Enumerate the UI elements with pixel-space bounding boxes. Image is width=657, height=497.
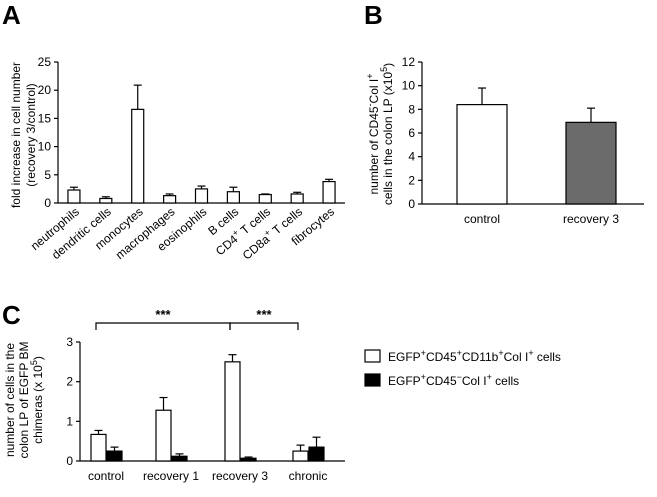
- panel-b-plot: 0 2 4 6 8 10 12 control recovery 3: [402, 55, 644, 226]
- panel-c-bar-recovery-3-series-1: [224, 361, 241, 462]
- panel-a-ytick-label-25: 25: [38, 55, 52, 69]
- panel-a-ytick-label-0: 0: [44, 196, 51, 210]
- panel-c-bar-recovery-3-series-2: [240, 457, 257, 462]
- panel-b-letter: B: [364, 0, 383, 30]
- legend-swatch-series-2: [364, 373, 381, 387]
- panel-c-category-chronic: chronic: [289, 469, 328, 483]
- panel-b: B number of CD45-Col I+ cells in the col…: [364, 0, 644, 226]
- panel-a-letter: A: [2, 0, 21, 30]
- panel-c-ytick-label-1: 1: [66, 414, 73, 428]
- panel-a-ytick-label-20: 20: [38, 83, 52, 97]
- panel-a-ytick-label-5: 5: [44, 168, 51, 182]
- panel-a-bar-monocytes: [131, 108, 145, 204]
- panel-a-bar-cd8a-t-cells: [290, 193, 304, 204]
- panel-c-significance-1-bracket: [95, 322, 231, 330]
- panel-a-ylabel-line2: (recovery 3/control): [24, 83, 38, 186]
- panel-a: A fold increase in cell number (recovery…: [2, 0, 345, 263]
- panel-b-ylabel-line2: cells in the colon LP (x105): [379, 63, 395, 205]
- panel-c-ylabel-line2: colon LP of EGFP BM: [17, 342, 31, 459]
- panel-a-bar-cd4-t-cells: [258, 193, 272, 204]
- panel-b-ytick-label-4: 4: [408, 150, 415, 164]
- panel-c: C number of cells in the colon LP of EGF…: [2, 300, 561, 483]
- panel-c-ytick-label-0: 0: [66, 454, 73, 468]
- panel-b-ytick-label-8: 8: [408, 102, 415, 116]
- panel-a-ylabel-line1: fold increase in cell number: [9, 62, 23, 208]
- panel-a-bar-dendritic-cells: [99, 197, 113, 204]
- panel-c-plot: 0 1 2 3 control recovery 1 recovery 3 chronic **…: [66, 307, 345, 483]
- panel-b-category-control: control: [464, 212, 500, 226]
- panel-a-bar-b-cells: [226, 191, 240, 204]
- panel-b-bar-control: [456, 103, 508, 205]
- panel-c-ylabel-line3: chimeras (x 105): [29, 356, 45, 444]
- panel-a-bar-neutrophils: [67, 189, 81, 204]
- panel-c-category-control: control: [88, 469, 124, 483]
- panel-b-ytick-label-10: 10: [402, 79, 416, 93]
- panel-a-ytick-label-15: 15: [38, 111, 52, 125]
- panel-b-ylabel-line1: number of CD45-Col I+: [365, 74, 381, 195]
- legend-label-series-1: EGFP+CD45+CD11b+Col I+ cells: [388, 348, 561, 364]
- panel-b-bar-recovery-3: [565, 121, 617, 205]
- panel-c-category-recovery-1: recovery 1: [143, 469, 199, 483]
- panel-b-category-recovery-3: recovery 3: [563, 212, 619, 226]
- panel-a-bar-eosinophils: [194, 188, 209, 204]
- panel-b-ytick-label-12: 12: [402, 55, 416, 69]
- panel-c-ytick-label-3: 3: [66, 335, 73, 349]
- panel-c-significance-2-label: ***: [256, 307, 272, 322]
- panel-a-ytick-label-10: 10: [38, 140, 52, 154]
- panel-c-letter: C: [2, 300, 21, 330]
- panel-c-bar-control-series-1: [90, 433, 107, 462]
- panel-c-significance-1-label: ***: [155, 307, 171, 322]
- legend-swatch-series-1: [364, 349, 381, 363]
- panel-c-bar-control-series-2: [106, 450, 123, 462]
- panel-a-bar-fibrocytes: [322, 180, 336, 204]
- panel-c-ytick-label-2: 2: [66, 375, 73, 389]
- panel-c-category-recovery-3: recovery 3: [212, 469, 268, 483]
- panel-c-ylabel-line1: number of cells in the: [3, 343, 17, 457]
- panel-c-legend: EGFP+CD45+CD11b+Col I+ cells EGFP+CD45−Co…: [364, 348, 561, 388]
- panel-c-bar-recovery-1-series-1: [155, 409, 172, 462]
- panel-b-ytick-label-0: 0: [408, 197, 415, 211]
- legend-label-series-2: EGFP+CD45−Col I+ cells: [388, 372, 519, 388]
- panel-c-significance-2-bracket: [229, 322, 299, 330]
- panel-b-ytick-label-6: 6: [408, 126, 415, 140]
- panel-c-bar-chronic-series-1: [292, 450, 309, 462]
- panel-c-bar-recovery-1-series-2: [171, 455, 188, 462]
- panel-a-bar-macrophages: [163, 195, 177, 204]
- panel-b-ytick-label-2: 2: [408, 173, 415, 187]
- panel-c-bar-chronic-series-2: [308, 446, 325, 462]
